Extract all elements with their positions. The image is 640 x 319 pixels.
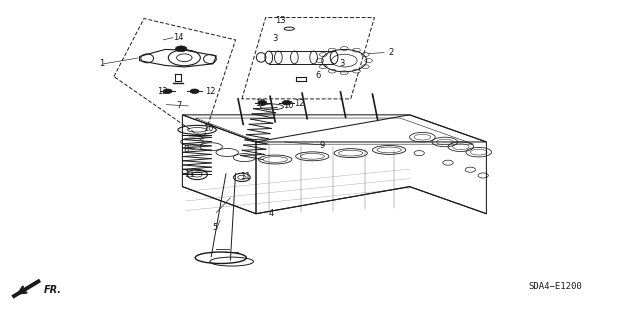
Text: 6: 6	[315, 71, 320, 80]
Circle shape	[190, 89, 199, 93]
Text: FR.: FR.	[44, 285, 61, 295]
Text: 8: 8	[183, 145, 188, 154]
Text: 13: 13	[275, 16, 286, 25]
Text: 11: 11	[240, 172, 250, 181]
Text: 1: 1	[99, 59, 104, 68]
Text: SDA4−E1200: SDA4−E1200	[529, 282, 582, 291]
Text: 12: 12	[294, 99, 305, 108]
Text: 10: 10	[204, 124, 214, 133]
Text: 12: 12	[255, 99, 265, 108]
Text: 7: 7	[176, 101, 181, 110]
Text: 5: 5	[212, 223, 218, 232]
Text: 3: 3	[272, 34, 277, 43]
Text: 2: 2	[388, 48, 394, 57]
Circle shape	[282, 100, 291, 105]
Circle shape	[163, 89, 172, 93]
Text: 9: 9	[320, 141, 325, 150]
Circle shape	[258, 100, 267, 105]
Text: 14: 14	[173, 33, 183, 42]
Circle shape	[175, 46, 187, 52]
Text: 10: 10	[283, 101, 293, 110]
Text: 12: 12	[157, 87, 167, 96]
Text: 11: 11	[184, 170, 195, 179]
Text: 4: 4	[269, 209, 274, 218]
Text: 3: 3	[339, 59, 344, 68]
Text: 12: 12	[205, 87, 215, 96]
